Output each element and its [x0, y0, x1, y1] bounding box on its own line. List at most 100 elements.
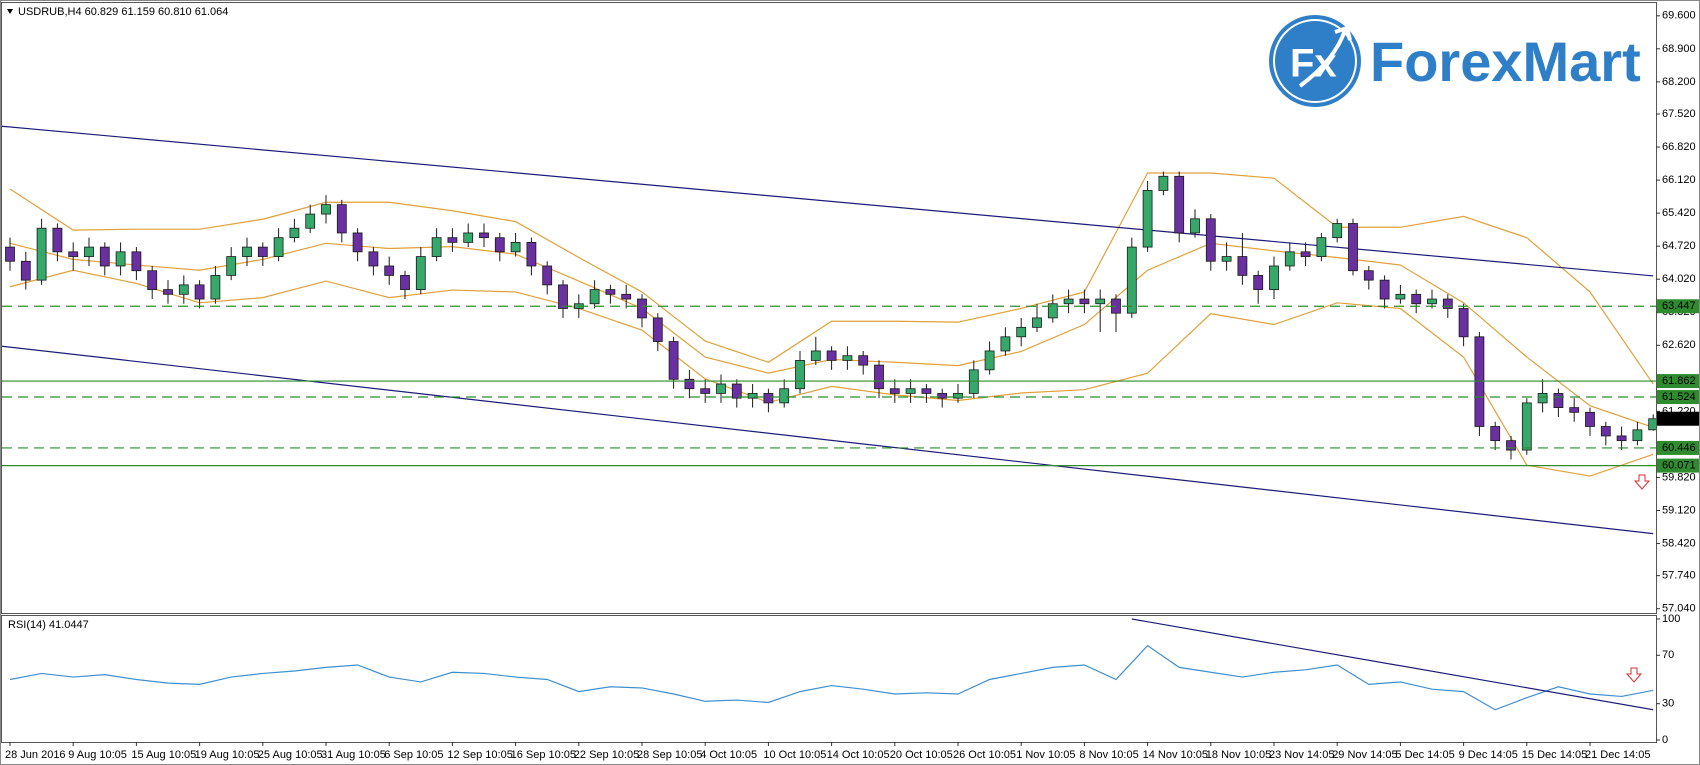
- candle-body: [1521, 402, 1532, 451]
- candle-body: [605, 289, 616, 295]
- candle-body: [1000, 336, 1011, 352]
- candle-body: [447, 237, 458, 243]
- candle-body: [1253, 275, 1264, 290]
- candle-body: [415, 256, 426, 290]
- candle-body: [1427, 298, 1437, 305]
- candle-body: [1095, 298, 1106, 305]
- candle-body: [479, 232, 489, 239]
- candle-body: [1063, 298, 1074, 305]
- candle-body: [289, 227, 300, 239]
- candle-body: [1442, 298, 1453, 309]
- logo-ring: [1273, 19, 1357, 103]
- chart-title: USDRUB,H4 60.829 61.159 60.810 61.064: [18, 6, 228, 18]
- x-tick-label: 9 Dec 14:05: [1459, 749, 1518, 761]
- candle-body: [1190, 218, 1200, 234]
- sell-arrow: [1633, 474, 1651, 490]
- candle-body: [52, 227, 63, 253]
- x-tick-label: 16 Sep 10:05: [511, 749, 576, 761]
- candle-body: [763, 393, 774, 404]
- candle-body: [178, 284, 189, 295]
- candle-body: [1616, 435, 1627, 442]
- x-tick-label: 15 Aug 10:05: [131, 749, 196, 761]
- bollinger-upper: [9, 172, 1654, 385]
- candle-body: [1016, 326, 1027, 338]
- x-tick-label: 15 Dec 14:05: [1522, 749, 1587, 761]
- x-tick-label: 28 Sep 10:05: [637, 749, 702, 761]
- y-tick-label: 59.120: [1662, 504, 1696, 516]
- candle-body: [779, 388, 790, 404]
- candle-body: [1348, 223, 1358, 272]
- candle-body: [526, 241, 537, 267]
- candle-body: [194, 284, 205, 300]
- price-plot: [2, 125, 1656, 535]
- candle-body: [1379, 279, 1390, 300]
- x-tick-label: 19 Aug 10:05: [195, 749, 260, 761]
- candle-body: [336, 204, 347, 234]
- main-panel: [1, 2, 1657, 614]
- candle-body: [1316, 237, 1327, 257]
- rsi-tick-label: 30: [1662, 698, 1674, 710]
- candle-body: [1490, 426, 1501, 442]
- x-tick-label: 9 Aug 10:05: [68, 749, 127, 761]
- candle-body: [163, 289, 173, 295]
- candle-body: [210, 275, 221, 300]
- candle-body: [826, 350, 837, 361]
- y-tick-label: 67.520: [1662, 108, 1696, 120]
- candle-body: [1600, 426, 1611, 437]
- candle-body: [5, 246, 15, 262]
- candle-body: [1648, 418, 1656, 431]
- level-label: 60.446: [1662, 442, 1696, 454]
- candle-body: [68, 251, 79, 257]
- candle-body: [716, 383, 726, 394]
- candle-body: [795, 359, 805, 390]
- candle-body: [1506, 440, 1516, 451]
- candle-body: [400, 275, 410, 290]
- candle-body: [84, 246, 94, 257]
- x-tick-label: 31 Aug 10:05: [321, 749, 386, 761]
- x-tick-label: 21 Dec 14:05: [1585, 749, 1650, 761]
- y-tick-label: 64.720: [1662, 240, 1696, 252]
- candle-body: [384, 265, 395, 276]
- x-tick-label: 23 Nov 14:05: [1269, 749, 1334, 761]
- x-tick-label: 25 Aug 10:05: [258, 749, 323, 761]
- y-tick-label: 68.900: [1662, 43, 1696, 55]
- rsi-tick-label: 70: [1662, 649, 1674, 661]
- candle-body: [842, 355, 853, 361]
- rsi-panel: [1, 615, 1657, 743]
- candle-body: [1079, 298, 1090, 305]
- x-tick-label: 4 Oct 10:05: [700, 749, 757, 761]
- candle-body: [352, 232, 363, 253]
- level-label: 63.447: [1662, 300, 1696, 312]
- last-price-label: 61.064: [1662, 413, 1696, 425]
- candle-body: [874, 364, 884, 390]
- logo-name: ForexMart: [1370, 30, 1641, 93]
- level-label: 61.524: [1662, 391, 1696, 403]
- candle-body: [1284, 251, 1295, 267]
- candle-body: [700, 388, 711, 394]
- candle-body: [652, 317, 663, 342]
- rsi-tick-label: 100: [1662, 613, 1680, 625]
- candle-body: [1395, 293, 1406, 300]
- candle-body: [668, 341, 679, 380]
- rsi-trend-line: [1131, 618, 1654, 711]
- level-box: [1657, 458, 1699, 473]
- level-label: 61.862: [1662, 375, 1696, 387]
- candle-body: [1205, 218, 1216, 262]
- level-box: [1657, 374, 1699, 389]
- x-tick-label: 5 Dec 14:05: [1395, 749, 1454, 761]
- y-tick-label: 66.820: [1662, 141, 1696, 153]
- candle-body: [494, 237, 505, 253]
- candle-body: [1126, 246, 1137, 314]
- candle-body: [937, 393, 948, 399]
- x-tick-label: 18 Nov 10:05: [1206, 749, 1271, 761]
- x-tick-label: 10 Oct 10:05: [763, 749, 826, 761]
- x-tick-label: 22 Sep 10:05: [574, 749, 639, 761]
- candle-body: [1553, 393, 1564, 409]
- candle-body: [558, 284, 568, 309]
- candle-body: [431, 237, 442, 257]
- candle-body: [810, 350, 821, 361]
- candle-body: [1569, 407, 1580, 413]
